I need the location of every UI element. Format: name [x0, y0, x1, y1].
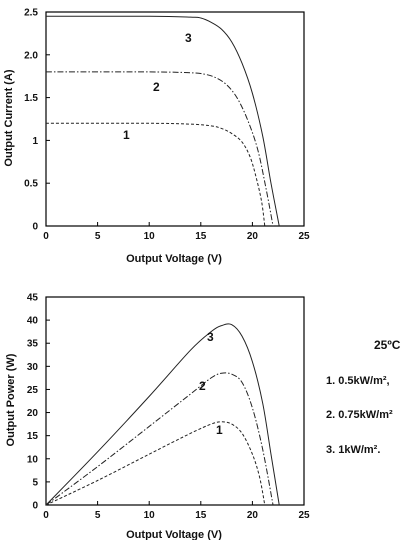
pv-chart: 0 5 10 15 20 25 30 35 40 45 0 5 10 15 20 25 3 2 1 Outp…	[5, 293, 310, 540]
legend-item-1: 1. 0.5kW/m²,	[326, 375, 390, 387]
iv-y-tick-label: 0.5	[24, 179, 38, 190]
pv-x-tick-label: 0	[43, 510, 49, 521]
iv-x-axis-label: Output Voltage (V)	[126, 253, 222, 265]
iv-curve-label-2: 2	[153, 80, 160, 94]
pv-y-tick-label: 20	[27, 408, 39, 419]
pv-y-tick-label: 45	[27, 293, 39, 304]
iv-y-tick-label: 1	[32, 136, 38, 147]
pv-series-3-line	[45, 323, 280, 506]
iv-x-tick-label: 15	[195, 231, 207, 242]
iv-series-1-line	[45, 122, 266, 227]
pv-y-tick-label: 35	[27, 339, 39, 350]
pv-y-tick-label: 10	[27, 454, 39, 465]
legend-temperature: 25ºC	[374, 338, 401, 352]
iv-y-tick-label: 2.0	[24, 50, 38, 61]
pv-curve-label-3: 3	[207, 330, 214, 344]
iv-x-tick-label: 5	[95, 231, 101, 242]
pv-series-1-line	[45, 421, 266, 506]
pv-y-ticks: 0 5 10 15 20 25 30 35 40 45	[27, 293, 50, 512]
iv-y-tick-label: 0	[32, 222, 38, 233]
pv-y-tick-label: 25	[27, 385, 39, 396]
iv-x-tick-label: 25	[298, 231, 310, 242]
legend-item-3: 3. 1kW/m².	[326, 444, 380, 456]
pv-y-axis-label: Output Power (W)	[5, 353, 17, 446]
pv-x-ticks: 0 5 10 15 20 25	[43, 501, 310, 521]
iv-series-2-line	[45, 71, 274, 227]
legend: 25ºC 1. 0.5kW/m², 2. 0.75kW/m² 3. 1kW/m²…	[326, 338, 401, 456]
pv-y-tick-label: 0	[32, 501, 38, 512]
pv-series-2-line	[45, 372, 274, 506]
iv-x-tick-label: 20	[247, 231, 259, 242]
pv-x-axis-label: Output Voltage (V)	[126, 529, 222, 540]
iv-curves	[45, 15, 280, 227]
pv-y-tick-label: 5	[32, 477, 38, 488]
pv-y-tick-label: 30	[27, 362, 39, 373]
pv-curve-label-2: 2	[199, 379, 206, 393]
pv-x-tick-label: 5	[95, 510, 101, 521]
pv-x-tick-label: 25	[298, 510, 310, 521]
iv-y-tick-label: 1.5	[24, 93, 38, 104]
iv-plot-frame	[45, 11, 305, 227]
iv-chart: 0 0.5 1 1.5 2.0 2.5 0 5 10 15 20 25 3 2 1 Output V…	[3, 8, 310, 266]
legend-item-2: 2. 0.75kW/m²	[326, 409, 393, 421]
pv-x-tick-label: 15	[195, 510, 207, 521]
pv-plot-frame	[45, 296, 305, 506]
iv-x-tick-label: 10	[144, 231, 156, 242]
pv-curves	[45, 323, 280, 506]
pv-y-tick-label: 15	[27, 431, 39, 442]
iv-y-tick-label: 2.5	[24, 8, 38, 19]
iv-y-ticks: 0 0.5 1 1.5 2.0 2.5	[24, 8, 50, 233]
iv-curve-label-3: 3	[185, 31, 192, 45]
iv-y-axis-label: Output Current (A)	[3, 69, 15, 166]
pv-x-tick-label: 20	[247, 510, 259, 521]
pv-x-tick-label: 10	[144, 510, 156, 521]
pv-curve-label-1: 1	[216, 423, 223, 437]
iv-curve-label-1: 1	[123, 128, 130, 142]
pv-y-tick-label: 40	[27, 316, 39, 327]
iv-x-ticks: 0 5 10 15 20 25	[43, 222, 310, 242]
iv-x-tick-label: 0	[43, 231, 49, 242]
iv-series-3-line	[45, 15, 280, 227]
